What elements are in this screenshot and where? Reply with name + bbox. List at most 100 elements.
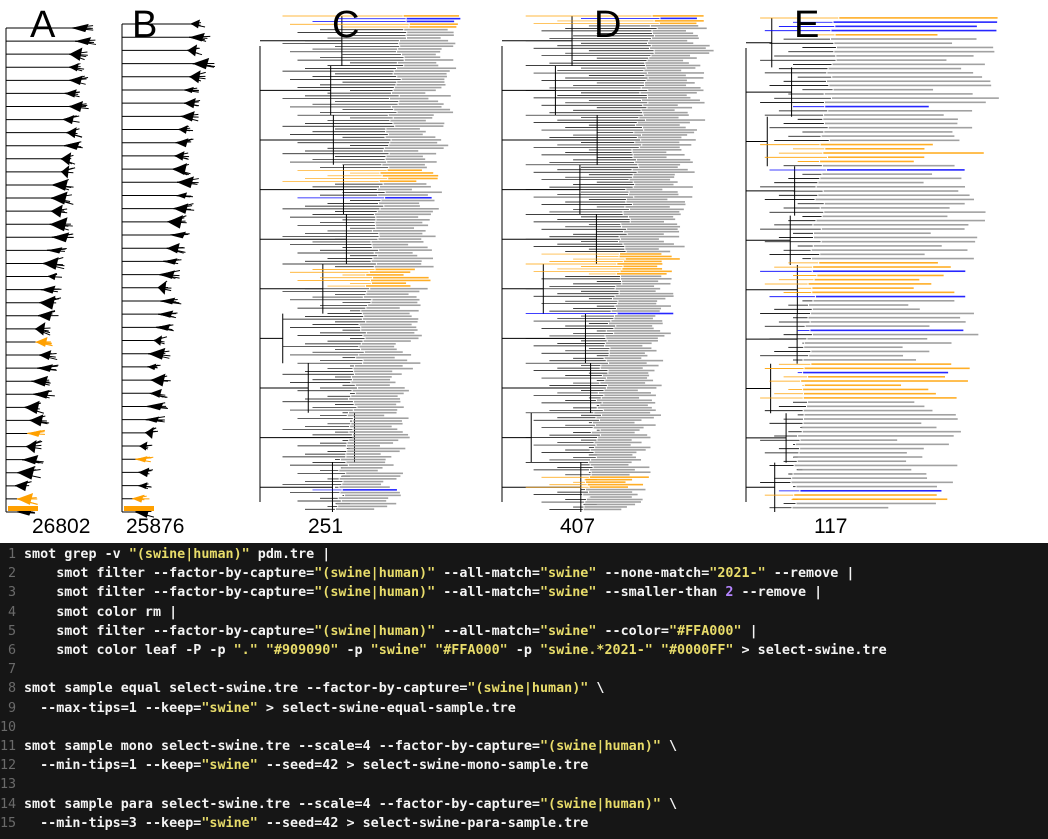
code-string: "(swine|human)" (314, 566, 436, 582)
tip-label (804, 384, 902, 387)
tip-label (374, 265, 434, 268)
tip-label (604, 389, 638, 392)
line-number: 4 (7, 604, 16, 620)
tip-label (645, 62, 689, 64)
tip-label (361, 329, 418, 331)
tip-label (803, 409, 933, 412)
tip-count-e: 117 (814, 515, 848, 538)
tree-branch (69, 78, 87, 81)
tip-label (623, 211, 680, 213)
code-text: --min-tips=3 --keep= (24, 815, 202, 831)
code-line: 6 smot color leaf -P -p "." "#909090" -p… (0, 642, 1048, 661)
tip-label (365, 337, 419, 340)
panel-e: E 117 (730, 0, 1048, 538)
tip-label (372, 246, 428, 249)
tip-label (404, 28, 448, 31)
tip-label (814, 236, 978, 239)
tip-label (803, 371, 949, 374)
tip-label (648, 77, 704, 79)
tip-label (629, 178, 671, 181)
code-string: "#FFA000" (435, 643, 508, 658)
tip-label (371, 241, 424, 243)
tip-label (824, 93, 973, 95)
tip-label (644, 129, 697, 131)
tip-label (379, 235, 436, 238)
tip-label (835, 25, 977, 28)
tip-label (348, 464, 394, 466)
tip-label (803, 359, 917, 361)
tip-label (346, 453, 381, 455)
tip-label (832, 76, 983, 78)
tip-label (609, 352, 645, 354)
code-string: "swine" (539, 585, 597, 601)
tip-count-d: 407 (560, 515, 596, 538)
tip-label (643, 111, 688, 114)
tree-branch (69, 53, 88, 56)
tip-label (585, 501, 641, 503)
tip-label (816, 185, 966, 188)
tip-label (352, 389, 409, 392)
tree-backbone (5, 27, 75, 513)
tip-label (649, 47, 706, 49)
tip-label (614, 317, 653, 320)
code-line: 11 smot sample mono select-swine.tre --sc… (0, 738, 1048, 757)
tip-label (591, 459, 642, 461)
tip-label (590, 449, 646, 451)
tip-label (625, 245, 685, 248)
tip-label (366, 285, 411, 287)
tip-label (792, 506, 889, 509)
tip-label (815, 295, 966, 298)
tip-label (792, 477, 928, 479)
tip-label (619, 290, 656, 292)
code-text: smot filter --factor-by-capture= (24, 585, 315, 601)
tip-label (813, 266, 951, 268)
tip-label (654, 20, 704, 22)
panel-letter-b: B (132, 4, 158, 46)
line-number: 14 (0, 796, 17, 812)
tip-label (623, 260, 662, 263)
tree-branch (132, 495, 147, 500)
tip-label (818, 181, 924, 184)
tip-label (639, 146, 680, 149)
tip-label (632, 168, 688, 171)
tip-label (807, 405, 925, 408)
tip-label (793, 473, 927, 475)
tip-label (815, 198, 974, 201)
tip-label (641, 109, 675, 111)
tip-label (643, 126, 686, 129)
tip-label (823, 190, 959, 192)
tip-label (394, 70, 450, 72)
line-number: 6 (7, 643, 16, 658)
tip-label (400, 45, 454, 48)
code-text: --seed=42 > select-swine-para-sample.tre (257, 815, 589, 831)
tip-label (366, 274, 404, 276)
tip-label (796, 502, 936, 505)
tip-label (380, 207, 439, 210)
tree-branch (24, 406, 40, 410)
tip-label (338, 497, 389, 499)
tip-label (404, 59, 454, 61)
tip-label (354, 370, 393, 373)
tip-label (821, 240, 976, 243)
tree-branch (16, 498, 38, 505)
tip-label (606, 387, 657, 389)
tip-label (362, 312, 410, 315)
tip-label (616, 285, 655, 288)
tip-label (615, 305, 671, 307)
tip-label (647, 96, 691, 99)
code-text (427, 643, 435, 658)
tip-label (641, 139, 696, 141)
line-number: 10 (0, 719, 17, 735)
tip-label (632, 203, 686, 206)
tip-label (650, 25, 699, 27)
tip-label (654, 49, 714, 52)
tip-label (395, 125, 444, 127)
tip-label (375, 268, 415, 271)
code-text: --smaller-than (596, 585, 726, 601)
tip-label (394, 86, 442, 89)
tip-label (361, 343, 396, 345)
tree-branch (172, 168, 188, 176)
tip-label (352, 433, 409, 436)
tip-label (647, 94, 687, 97)
tip-label (825, 105, 929, 108)
